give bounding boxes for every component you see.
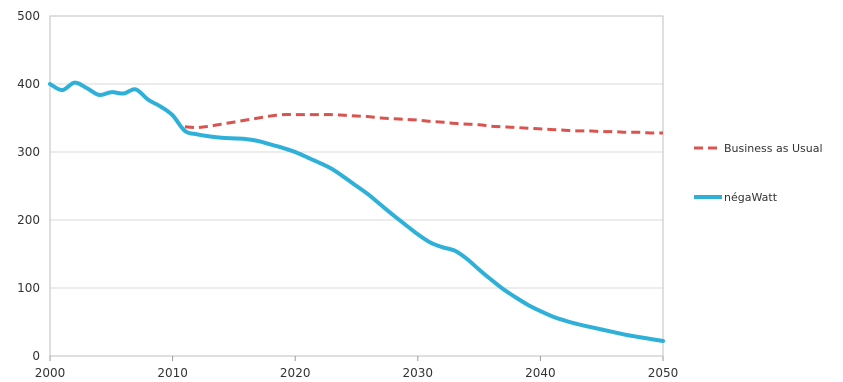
series-lines — [48, 80, 665, 343]
y-tick-label: 500 — [17, 9, 40, 23]
y-tick-label: 400 — [17, 77, 40, 91]
legend-label: Business as Usual — [724, 142, 823, 155]
y-tick-label: 0 — [32, 349, 40, 363]
legend: Business as Usual négaWatt — [694, 142, 823, 204]
x-tick-label: 2020 — [280, 366, 311, 380]
legend-label: négaWatt — [724, 191, 778, 204]
series-line-negawatt — [48, 80, 665, 343]
series-line-business-as-usual — [184, 113, 664, 135]
x-tick-label: 2050 — [648, 366, 679, 380]
x-tick-label: 2030 — [403, 366, 434, 380]
y-tick-label: 300 — [17, 145, 40, 159]
x-tick-label: 2010 — [157, 366, 188, 380]
y-tick-label: 100 — [17, 281, 40, 295]
x-tick-label: 2000 — [35, 366, 66, 380]
plot-frame — [49, 15, 664, 357]
y-tick-label: 200 — [17, 213, 40, 227]
tick-labels: 0 100 200 300 400 500 2000 2010 2020 2030 2040 2050 — [17, 9, 678, 380]
x-tick-label: 2040 — [525, 366, 556, 380]
